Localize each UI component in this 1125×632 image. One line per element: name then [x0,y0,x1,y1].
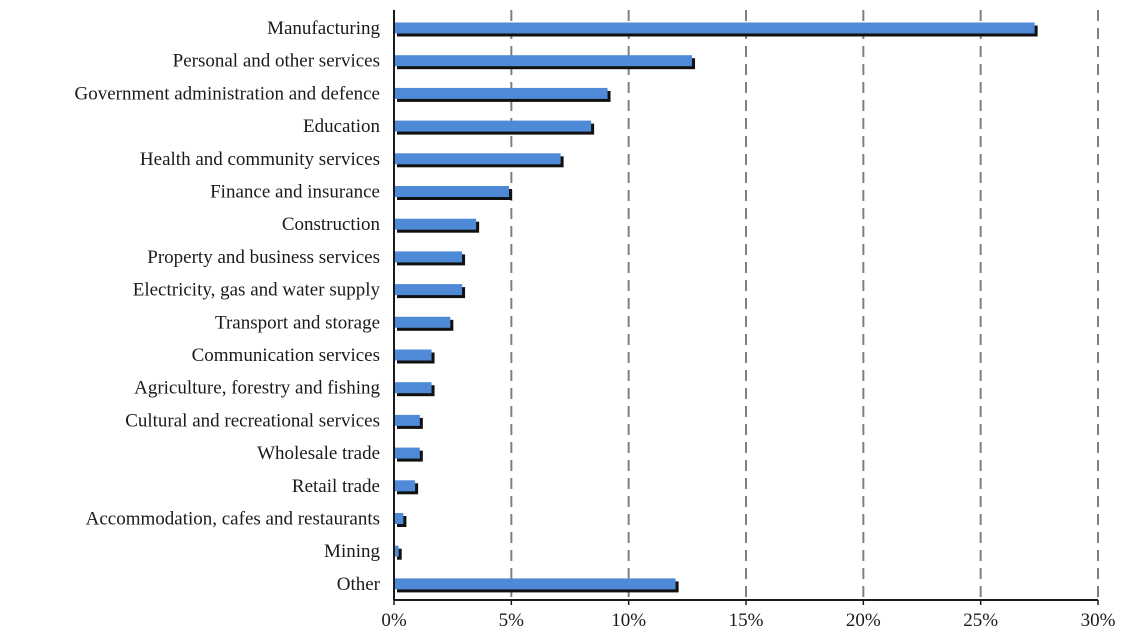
bar-group [394,218,480,233]
category-label: Mining [324,541,380,562]
category-label: Health and community services [140,149,380,170]
bar-group [394,120,595,135]
x-tick-label: 20% [846,610,881,631]
category-labels: Manufacturing Personal and other services… [75,18,381,595]
bar [394,480,416,492]
category-label: Other [337,574,381,595]
bar-group [394,87,611,102]
bar [394,218,477,230]
bar-group [394,153,564,168]
category-label: Agriculture, forestry and fishing [134,378,380,399]
bar [394,284,463,296]
category-label: Property and business services [147,247,380,268]
bar [394,251,463,263]
bar-shadow [397,548,402,560]
category-label: Construction [282,214,381,235]
x-tick-label: 25% [963,610,998,631]
x-tick-label: 15% [729,610,764,631]
category-label: Accommodation, cafes and restaurants [86,509,380,530]
bar [394,382,432,394]
bar [394,316,451,328]
bar-group [394,284,466,299]
bar-group [394,349,435,364]
bar [394,513,404,524]
bar [394,349,432,361]
grid-lines [510,10,1099,600]
bar [394,186,509,197]
bar [394,87,608,99]
category-label: Manufacturing [267,18,380,39]
x-tick-labels: 0% 5% 10% 15% 20% 25% 30% [381,610,1115,631]
bar-group [394,545,402,560]
x-tick-label: 30% [1081,610,1116,631]
bar [394,414,420,426]
category-label: Transport and storage [215,312,380,333]
category-label: Education [303,116,381,137]
bar-group [394,251,466,266]
bar-group [394,414,423,429]
bar [394,545,399,557]
category-label: Electricity, gas and water supply [133,280,381,301]
bar-group [394,55,696,70]
bars [394,22,1038,593]
bar-group [394,447,423,462]
bar [394,55,693,67]
bar [394,447,420,459]
category-label: Retail trade [292,476,380,497]
bar [394,120,592,132]
bar [394,22,1035,34]
x-tick-label: 0% [381,610,407,631]
bar-group [394,578,679,593]
category-label: Cultural and recreational services [125,410,380,431]
category-label: Finance and insurance [210,182,380,203]
category-label: Government administration and defence [75,83,380,104]
bar-group [394,22,1038,37]
bar [394,153,561,165]
category-label: Communication services [192,345,380,366]
bar-group [394,480,419,495]
axes [393,10,1099,605]
x-tick-label: 5% [499,610,525,631]
category-label: Wholesale trade [257,443,380,464]
x-tick-label: 10% [611,610,646,631]
bar-group [394,316,454,331]
bar-group [394,513,407,527]
bar-group [394,186,512,200]
bar [394,578,676,590]
category-label: Personal and other services [173,51,380,72]
bar-group [394,382,435,397]
